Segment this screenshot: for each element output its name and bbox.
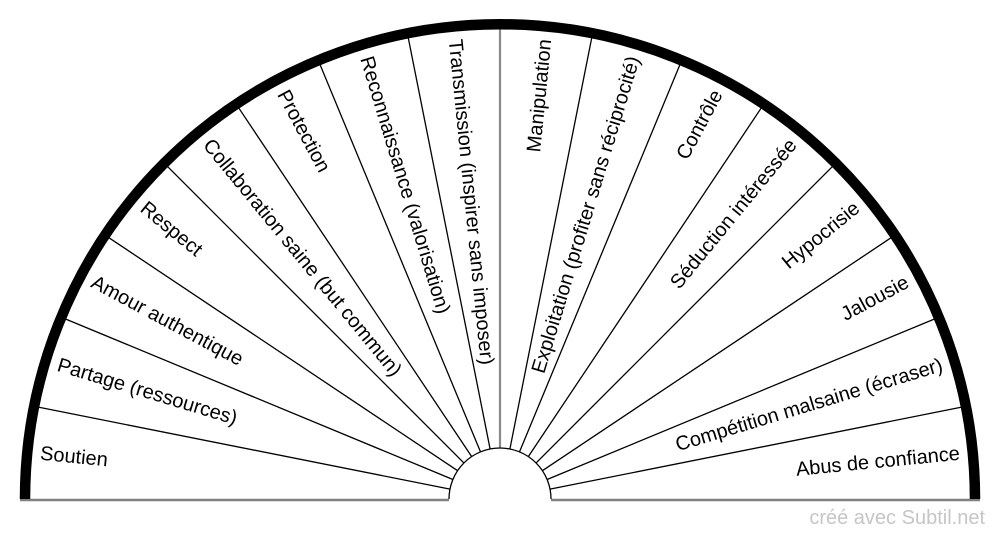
sector-divider (549, 406, 962, 490)
sector-divider (407, 37, 491, 450)
sector-divider (65, 318, 454, 481)
sector-divider (319, 64, 482, 453)
sector-divider (527, 107, 762, 457)
sector-divider (238, 107, 473, 457)
credit-text: créé avec Subtil.net (809, 507, 985, 529)
sector-divider (167, 166, 465, 464)
sector-divider (509, 37, 593, 450)
sector-divider (542, 237, 892, 472)
sector-divider (546, 318, 935, 481)
sector-divider (38, 406, 451, 490)
inner-arc (448, 447, 552, 500)
sector-divider (518, 64, 681, 453)
sector-divider (535, 166, 833, 464)
outer-arc (19, 18, 981, 500)
sector-divider (108, 237, 458, 472)
